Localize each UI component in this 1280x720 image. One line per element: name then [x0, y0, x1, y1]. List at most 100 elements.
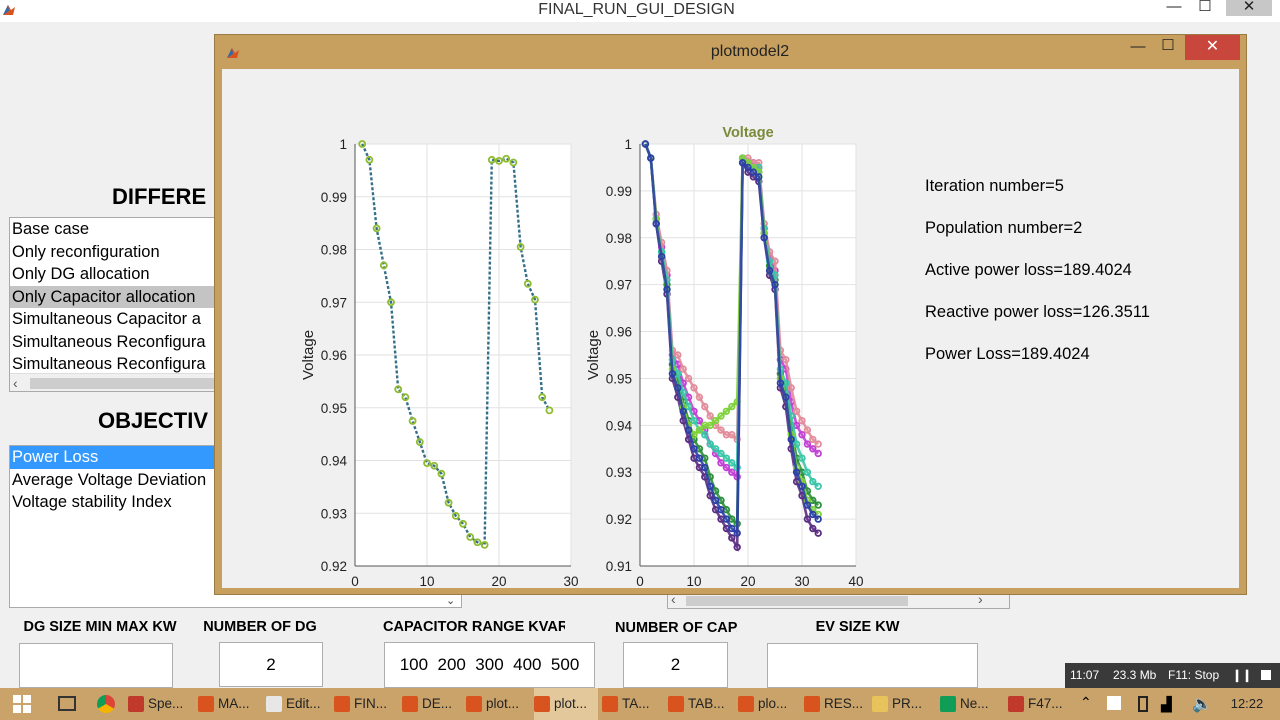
taskbar-app-button[interactable]: MA...	[198, 688, 262, 720]
tray-clock[interactable]: 12:22	[1230, 696, 1264, 711]
taskbar-app-label: Spe...	[148, 696, 184, 711]
taskbar-app-icon	[334, 696, 350, 713]
data-point	[652, 220, 660, 228]
start-button[interactable]	[13, 695, 31, 713]
main-close-button[interactable]: ✕	[1226, 0, 1272, 16]
data-point	[473, 538, 482, 547]
methods-heading: DIFFERE	[112, 184, 207, 209]
main-window-title: FINAL_RUN_GUI_DESIGN	[538, 1, 735, 18]
task-view-icon[interactable]	[58, 696, 76, 711]
data-point	[776, 379, 785, 387]
method-list-item[interactable]: Only DG allocation	[12, 265, 150, 283]
scroll-right-icon[interactable]: ›	[978, 591, 983, 607]
chrome-pinned-icon[interactable]	[97, 695, 115, 713]
methods-listbox[interactable]: Base case Only reconfiguration Only DG all…	[9, 217, 215, 392]
taskbar-app-button[interactable]: FIN...	[334, 688, 398, 720]
recorder-stop-hotkey[interactable]: F11: Stop	[1168, 668, 1220, 682]
method-list-item[interactable]: Simultaneous Reconfigura	[12, 332, 206, 351]
taskbar-app-button[interactable]: F47...	[1008, 688, 1072, 720]
taskbar-app-button[interactable]: TA...	[602, 688, 666, 720]
taskbar-app-button[interactable]: plot...	[534, 688, 598, 720]
objective-list-item[interactable]: Voltage stability Index	[12, 493, 172, 511]
recorder-time: 11:07	[1070, 668, 1100, 682]
capacitor-range-input[interactable]	[384, 642, 595, 688]
objective-scroll-arrow-icon[interactable]: ⌄	[446, 595, 456, 607]
recorder-pause-icon[interactable]: ❙❙	[1232, 668, 1253, 682]
data-point	[814, 501, 822, 509]
method-list-item[interactable]: Base case	[12, 220, 90, 238]
right-scroll-thumb[interactable]	[686, 596, 908, 606]
method-list-item[interactable]: Only reconfiguration	[12, 242, 160, 261]
main-maximize-button[interactable]: ☐	[1198, 0, 1212, 15]
taskbar-app-icon	[1008, 696, 1024, 713]
taskbar-app-button[interactable]: plot...	[466, 688, 530, 720]
taskbar-app-button[interactable]: DE...	[402, 688, 466, 720]
data-point	[717, 412, 725, 420]
data-point	[809, 477, 817, 486]
ev-size-input[interactable]	[767, 643, 978, 688]
taskbar-app-button[interactable]: TAB...	[668, 688, 732, 720]
data-point	[787, 435, 795, 444]
num-capacitor-label: NUMBER OF CAPACITOR	[615, 620, 737, 636]
methods-scroll-thumb[interactable]	[30, 378, 214, 389]
tray-volume-icon[interactable]: 🔈	[1192, 696, 1212, 713]
taskbar-app-label: plot...	[486, 696, 520, 711]
method-list-item[interactable]: Simultaneous Capacitor a	[12, 310, 201, 328]
recorder-stop-icon[interactable]	[1261, 670, 1271, 680]
tray-windows-icon[interactable]	[1107, 696, 1121, 710]
data-point	[401, 393, 410, 402]
plot-client-area: 0.92 0.93 0.94 0.95 0.96 0.97 0.98 0.99 1 0 10 20 30…	[222, 69, 1239, 588]
data-point	[787, 384, 795, 392]
data-point	[451, 511, 460, 520]
plot-maximize-button[interactable]: ☐	[1161, 37, 1175, 54]
taskbar-app-button[interactable]: Edit...	[266, 688, 330, 720]
tray-battery-icon[interactable]	[1138, 696, 1148, 712]
data-point	[502, 154, 511, 163]
num-capacitor-input[interactable]	[623, 642, 728, 688]
dg-size-input[interactable]	[19, 643, 173, 688]
matlab-app-icon	[2, 3, 16, 17]
data-point	[430, 461, 439, 470]
plot-minimize-button[interactable]: —	[1130, 38, 1146, 55]
taskbar-app-button[interactable]: plo...	[738, 688, 802, 720]
data-point	[809, 524, 817, 533]
taskbar-app-icon	[466, 696, 482, 713]
data-point	[803, 515, 812, 523]
y-tick-label: 0.96	[606, 325, 632, 340]
objective-list-item[interactable]: Power Loss	[10, 446, 215, 469]
taskbar-app-button[interactable]: Spe...	[128, 688, 192, 720]
scroll-left-icon[interactable]: ‹	[13, 375, 18, 391]
taskbar-app-label: F47...	[1028, 696, 1063, 711]
x-tick-label: 20	[740, 574, 755, 588]
data-point	[684, 374, 693, 383]
tray-network-icon[interactable]: ▟	[1161, 696, 1172, 712]
data-point	[711, 445, 720, 453]
data-point	[814, 515, 822, 523]
y-tick-label: 0.95	[321, 401, 347, 416]
windows-start-icon[interactable]	[13, 695, 31, 713]
data-point	[733, 529, 741, 537]
num-dg-input[interactable]	[219, 642, 323, 687]
method-list-item[interactable]: Only Capacitor allocation	[10, 285, 214, 308]
taskbar-app-label: PR...	[892, 696, 923, 711]
data-point	[809, 435, 817, 444]
methods-hscrollbar[interactable]: ‹	[10, 373, 214, 391]
taskbar-app-button[interactable]: Ne...	[940, 688, 1004, 720]
main-minimize-button[interactable]: —	[1166, 0, 1182, 15]
data-point	[459, 519, 467, 528]
taskbar-app-icon	[668, 696, 684, 713]
taskbar-app-label: plo...	[758, 696, 788, 711]
info-line: Power Loss=189.4024	[925, 345, 1090, 363]
data-point	[717, 459, 725, 467]
objective-list-item[interactable]: Average Voltage Deviation	[12, 470, 207, 489]
data-point	[408, 417, 417, 425]
tray-overflow-icon[interactable]: ⌃	[1080, 694, 1092, 710]
scroll-left-icon[interactable]: ‹	[671, 591, 676, 607]
data-point	[749, 168, 758, 176]
method-list-item[interactable]: Simultaneous Reconfigura	[12, 355, 206, 373]
taskbar-app-button[interactable]: RES...	[804, 688, 868, 720]
taskbar-app-button[interactable]: PR...	[872, 688, 936, 720]
plot-close-button[interactable]: ✕	[1185, 35, 1240, 60]
x-tick-label: 0	[636, 574, 644, 588]
